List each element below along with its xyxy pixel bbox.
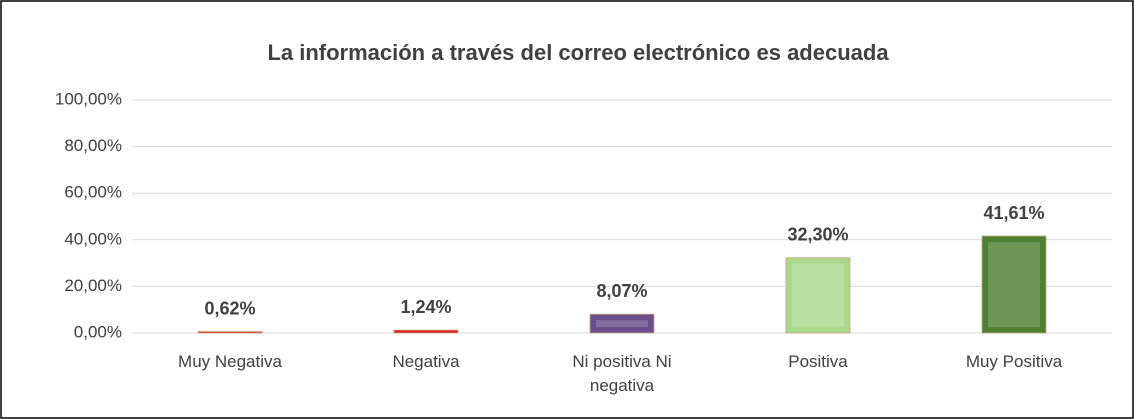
- x-tick-label: Negativa: [392, 352, 460, 371]
- bar: [393, 329, 459, 334]
- chart-title: La información a través del correo elect…: [267, 40, 889, 65]
- data-label: 32,30%: [787, 224, 848, 244]
- y-tick-label: 20,00%: [64, 276, 122, 295]
- data-label: 41,61%: [983, 203, 1044, 223]
- bar: [785, 257, 851, 334]
- bar-bevel: [596, 320, 648, 327]
- y-tick-label: 60,00%: [64, 183, 122, 202]
- bar-bevel: [792, 263, 844, 327]
- x-tick-label: Muy Positiva: [965, 352, 1063, 371]
- data-label: 0,62%: [204, 298, 255, 318]
- x-tick-label: Positiva: [788, 352, 848, 371]
- x-tick-label: Muy Negativa: [178, 352, 282, 371]
- bar: [981, 235, 1047, 334]
- y-tick-label: 100,00%: [55, 89, 122, 108]
- bar-bevel: [988, 242, 1040, 327]
- data-label: 1,24%: [400, 297, 451, 317]
- y-tick-label: 0,00%: [74, 322, 122, 341]
- x-tick-label: Ni positiva Ni negativa: [572, 352, 672, 395]
- bar: [589, 313, 655, 334]
- bar: [197, 331, 263, 334]
- y-tick-label: 40,00%: [64, 229, 122, 248]
- y-tick-label: 80,00%: [64, 136, 122, 155]
- data-label: 8,07%: [596, 281, 647, 301]
